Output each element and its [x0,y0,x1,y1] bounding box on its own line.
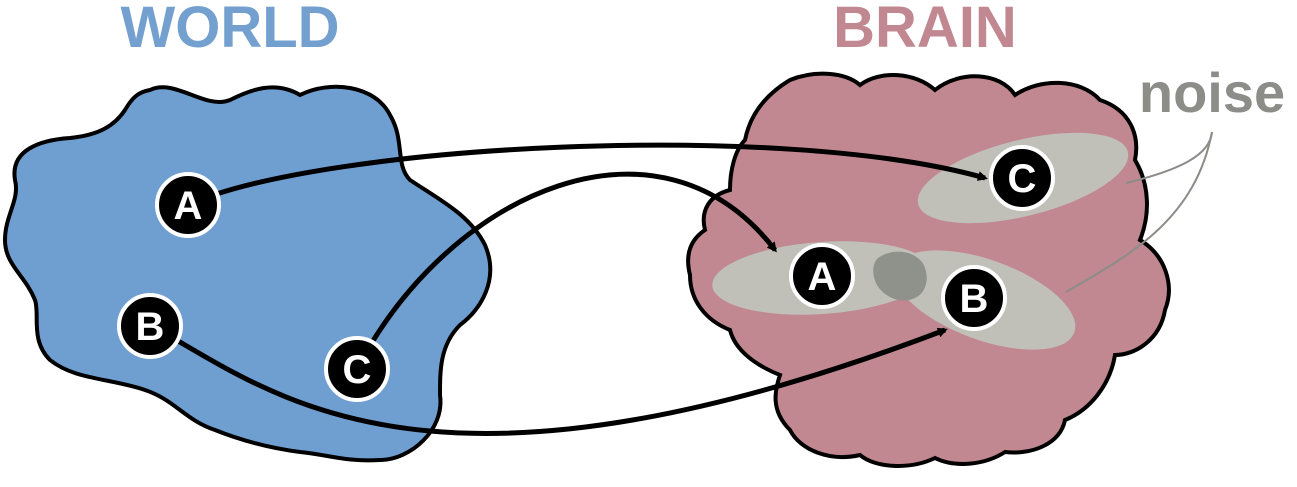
node-label: B [136,305,165,349]
node-label: A [808,255,837,299]
noise-pointer-line [1065,131,1213,293]
brain-node-c: C [989,145,1055,211]
brain-title: BRAIN [833,0,1017,60]
world-title: WORLD [120,0,339,60]
noise-overlap-region [873,251,927,301]
arrow-world-b-to-brain-b [148,322,948,436]
world-cloud [2,84,493,463]
brain-node-b: B [941,265,1007,331]
arrow-world-c-to-brain-a [354,171,777,371]
world-node-c: C [324,336,390,402]
noise-label: noise [1139,61,1285,124]
brain-node-a: A [789,243,855,309]
node-label: B [960,277,989,321]
node-label: A [174,184,203,228]
world-node-a: A [155,172,221,238]
node-label: C [343,348,372,392]
arrow-world-a-to-brain-c [186,142,988,208]
node-label: C [1008,157,1037,201]
world-node-b: B [117,293,183,359]
